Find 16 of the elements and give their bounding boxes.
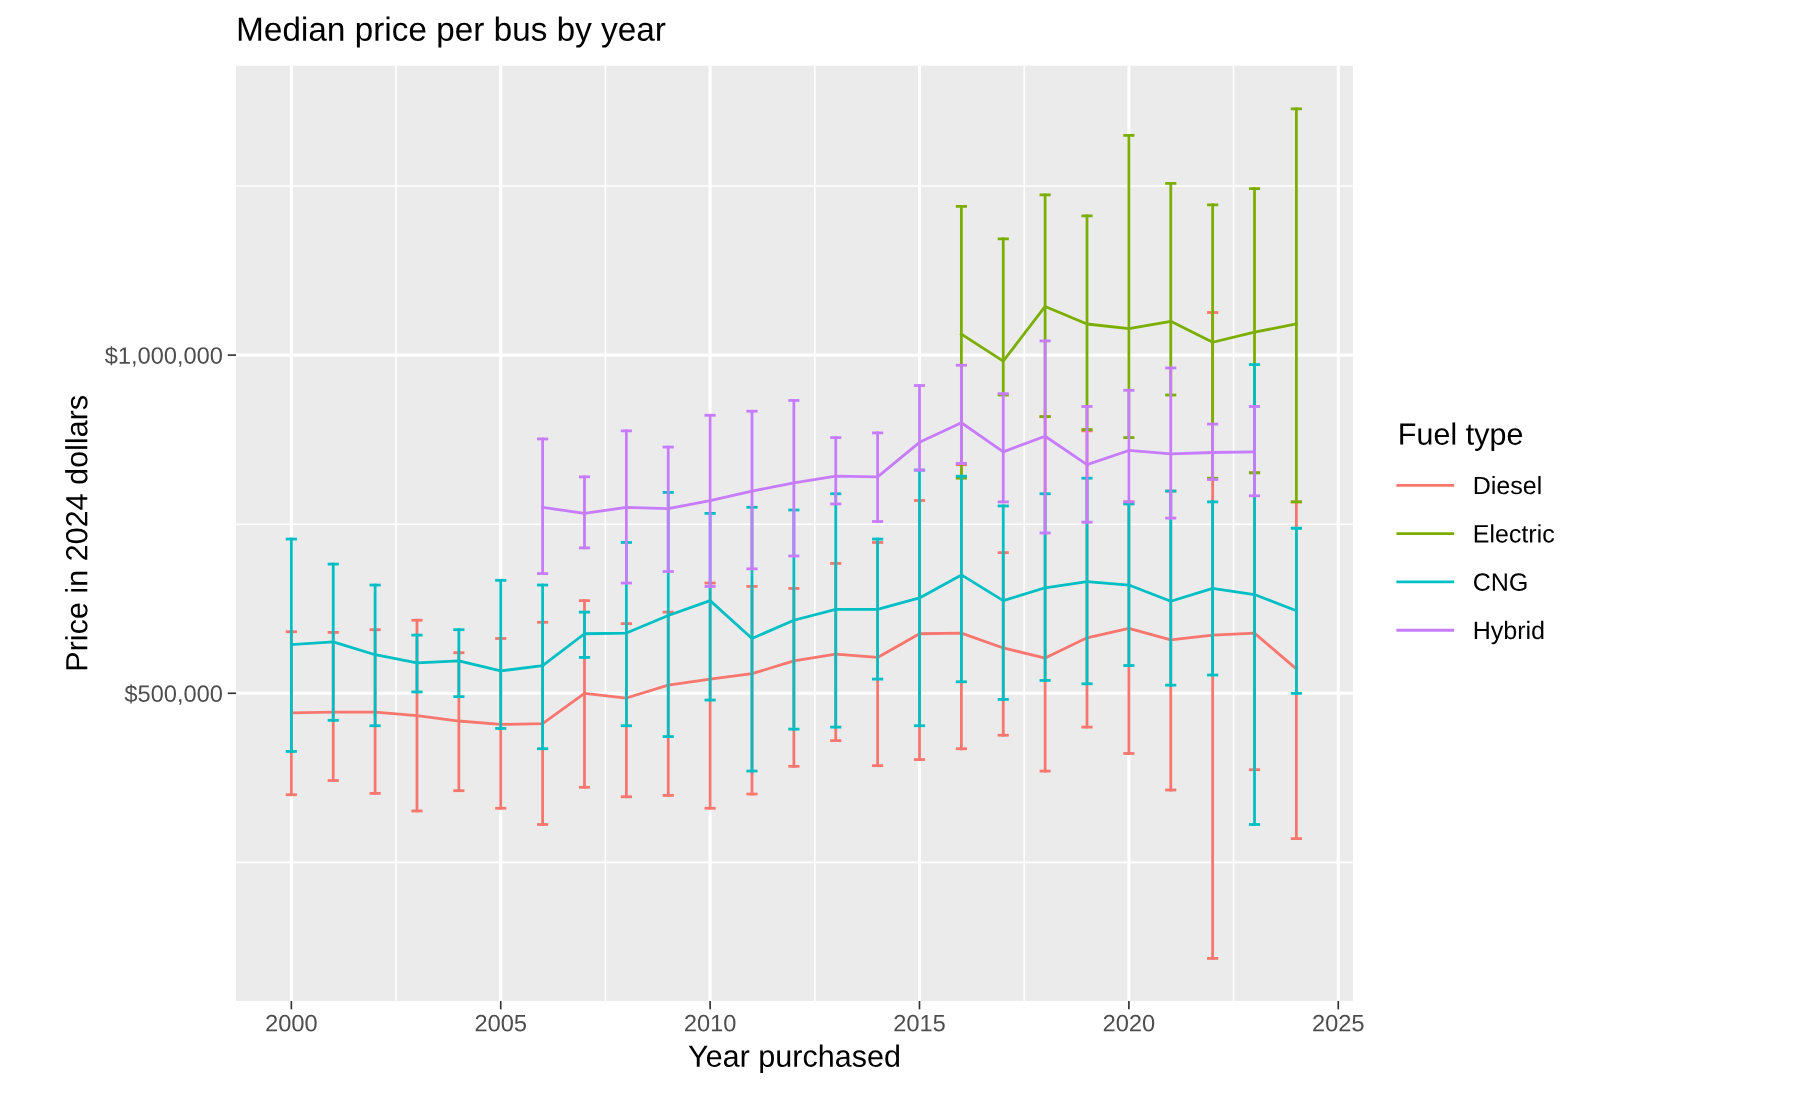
legend-label: CNG xyxy=(1474,573,1527,591)
y-tick-label: $500,000 xyxy=(124,684,222,705)
legend-label: Hybrid xyxy=(1474,620,1544,645)
legend-label: Diesel xyxy=(1474,475,1541,495)
x-tick-label: 2015 xyxy=(894,1014,945,1032)
legend-title: Fuel type xyxy=(1400,422,1523,451)
x-tick-label: 2020 xyxy=(1103,1014,1155,1032)
y-tick-label: $1,000,000 xyxy=(104,346,222,367)
x-tick-label: 2010 xyxy=(685,1014,736,1032)
y-axis-title: Price in 2024 dollars xyxy=(65,395,88,670)
x-tick-label: 2000 xyxy=(266,1014,317,1032)
x-tick-label: 2005 xyxy=(475,1014,527,1032)
x-axis-title: Year purchased xyxy=(688,1044,900,1074)
chart-title: Median price per bus by year xyxy=(238,16,666,48)
legend-label: Electric xyxy=(1474,524,1555,543)
x-tick-label: 2025 xyxy=(1313,1014,1364,1032)
